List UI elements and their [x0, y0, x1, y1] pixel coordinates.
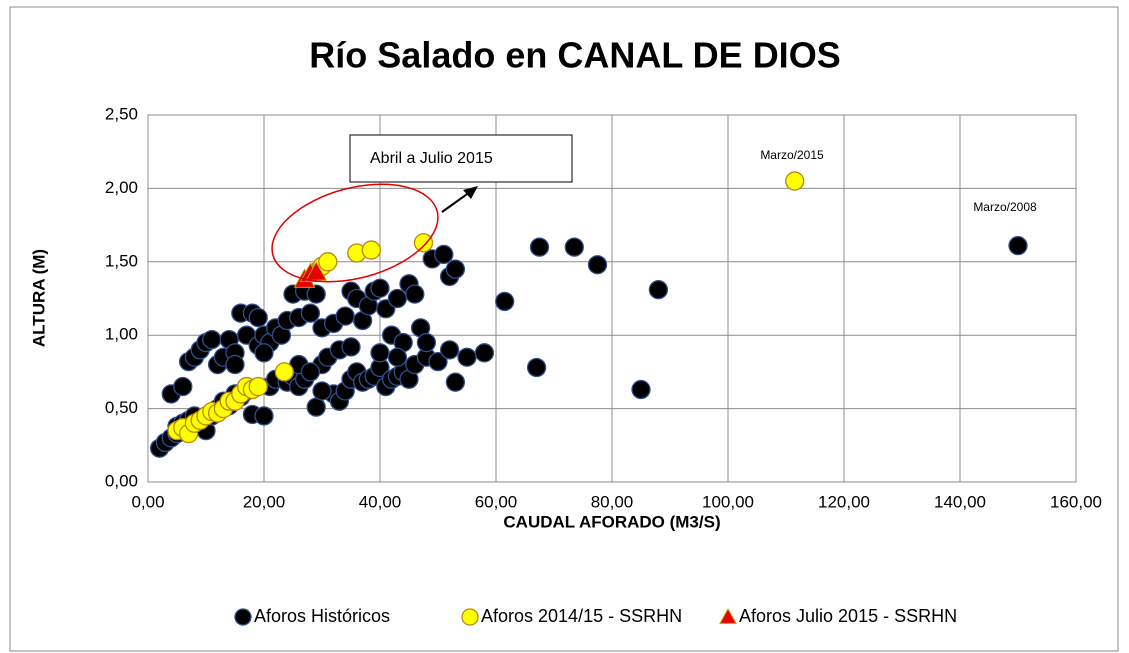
y-tick-label: 0,00: [105, 471, 138, 490]
legend-label: Aforos 2014/15 - SSRHN: [481, 606, 682, 626]
point: [387, 288, 408, 309]
point: [428, 351, 448, 372]
point: [300, 303, 321, 323]
point: [416, 332, 437, 353]
legend-marker: [719, 607, 737, 624]
point: [312, 381, 332, 401]
x-tick-label: 120,00: [818, 492, 870, 511]
point: [387, 347, 408, 367]
point: [335, 306, 355, 326]
chart-title: Río Salado en CANAL DE DIOS: [309, 35, 840, 76]
point: [564, 237, 584, 257]
x-tick-label: 20,00: [243, 492, 286, 511]
annotation-bg: [750, 146, 834, 168]
point: [529, 237, 550, 257]
point: [361, 240, 381, 260]
point: [318, 252, 338, 272]
point: [300, 362, 321, 382]
x-tick-label: 40,00: [359, 492, 402, 511]
x-tick-label: 0,00: [131, 492, 164, 511]
legend-marker: [234, 608, 252, 626]
plot-area: 0,00 0,50 1,00 1,50 2,00 2,50 0,00 20,00 40,00 60…: [105, 104, 1102, 511]
annotation: Marzo/2008: [973, 200, 1037, 214]
annotation: Abril a Julio 2015: [370, 150, 493, 167]
point: [202, 329, 222, 350]
point: [305, 261, 328, 281]
point: [474, 343, 495, 363]
x-tick-label: 140,00: [934, 492, 986, 511]
point: [1008, 236, 1028, 256]
arrow-head: [463, 186, 478, 199]
point: [631, 379, 651, 400]
annotation-box: [349, 134, 573, 183]
y-tick-label: 1,00: [105, 325, 138, 344]
x-tick-label: 80,00: [591, 492, 634, 511]
point: [248, 307, 268, 328]
annotation: Marzo/2015: [760, 148, 824, 162]
point: [445, 259, 466, 279]
y-tick-label: 2,00: [105, 178, 138, 197]
point: [274, 362, 294, 382]
point: [173, 376, 193, 397]
point: [306, 397, 326, 417]
x-tick-label: 100,00: [702, 492, 754, 511]
point: [225, 354, 245, 375]
point: [457, 347, 477, 367]
arrow: [441, 191, 471, 213]
highlight-ellipse: [271, 183, 439, 283]
y-axis-label: ALTURA (M): [29, 249, 48, 347]
x-tick-label: 60,00: [475, 492, 518, 511]
point: [413, 233, 434, 253]
point: [254, 343, 274, 363]
legend-label: Aforos Julio 2015 - SSRHN: [739, 606, 957, 626]
point: [248, 376, 268, 397]
y-tick-label: 0,50: [105, 398, 138, 417]
series: [293, 261, 328, 288]
point: [370, 343, 390, 363]
point: [648, 280, 669, 300]
legend-label: Aforos Históricos: [254, 606, 390, 626]
point: [495, 291, 515, 312]
point: [587, 255, 608, 275]
x-axis-label: CAUDAL AFORADO (M3/S): [503, 512, 720, 531]
point: [370, 278, 390, 298]
point: [254, 406, 274, 426]
point: [439, 340, 460, 360]
annotations: Abril a Julio 2015 Marzo/2015 Marzo/2008: [271, 134, 1048, 283]
y-tick-label: 2,50: [105, 104, 138, 123]
y-tick-label: 1,50: [105, 251, 138, 270]
legend: Aforos Históricos Aforos 2014/15 - SSRHN A…: [234, 606, 957, 626]
point: [526, 357, 547, 378]
point: [341, 337, 361, 357]
point: [405, 284, 425, 304]
annotation-bg: [962, 198, 1048, 220]
legend-marker: [461, 608, 479, 626]
point: [306, 284, 326, 304]
x-tick-label: 160,00: [1050, 492, 1102, 511]
point: [434, 244, 454, 265]
point: [785, 171, 805, 191]
point: [445, 372, 466, 392]
